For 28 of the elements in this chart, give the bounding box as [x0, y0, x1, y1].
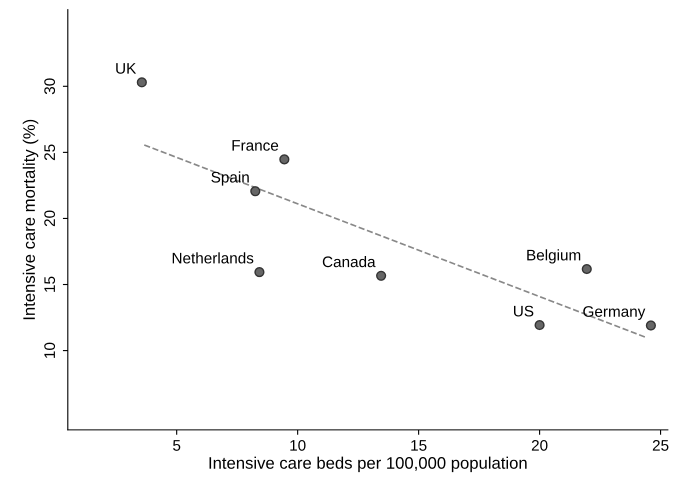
point [250, 186, 260, 196]
annotation: Canada [322, 256, 376, 268]
point [279, 154, 290, 164]
x-tick-label: 5 [173, 440, 180, 451]
annotation: US [514, 306, 534, 317]
annotation: Spain [211, 171, 249, 186]
x-tick-label: 15 [411, 440, 426, 451]
point [254, 267, 265, 278]
y-tick-label: 15 [44, 276, 56, 292]
annotation: Netherlands [172, 252, 254, 264]
y-tick-label: 10 [44, 342, 56, 358]
annotation: Germany [583, 306, 646, 320]
point [582, 264, 592, 274]
point [534, 320, 545, 330]
y-tick-label: 20 [44, 210, 56, 226]
y-axis-title: Intensive care mortality (%) [22, 120, 38, 320]
x-tick-label: 10 [290, 440, 306, 451]
x-axis-title: Intensive care beds per 100,000 population [210, 456, 527, 472]
annotation: France [232, 140, 278, 151]
y-tick-label: 30 [44, 78, 56, 94]
x-tick-label: 25 [652, 440, 668, 451]
annotation: UK [116, 63, 136, 74]
point [646, 320, 656, 331]
annotation: Belgium [527, 249, 580, 264]
x-tick-label: 20 [532, 440, 548, 451]
point [136, 77, 147, 88]
point [376, 270, 386, 281]
y-tick-label: 25 [44, 144, 56, 160]
